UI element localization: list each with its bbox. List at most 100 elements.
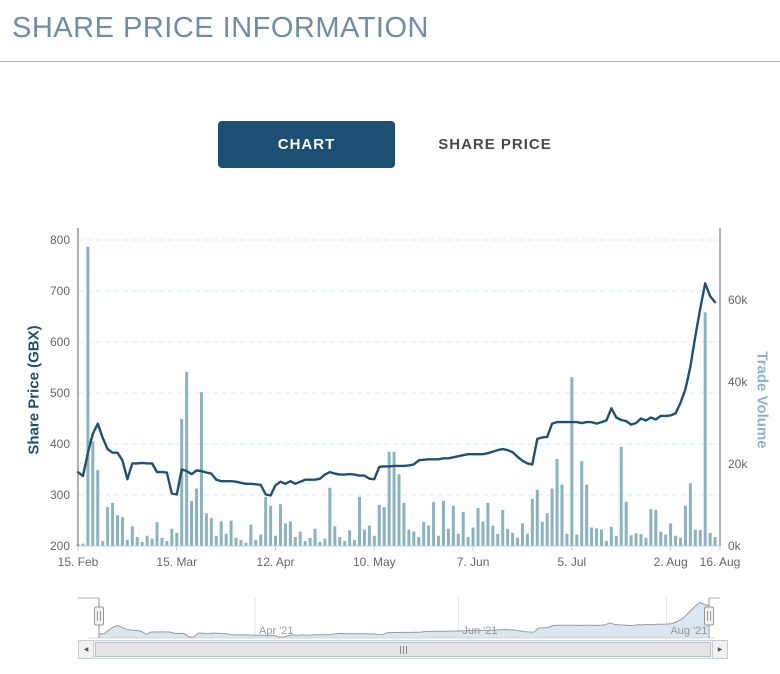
volume-bar: [91, 441, 95, 546]
volume-bar: [599, 529, 603, 546]
volume-bar: [713, 536, 717, 546]
volume-bar: [595, 528, 599, 546]
tab-share-price-label: SHARE PRICE: [438, 136, 552, 153]
volume-bar: [308, 537, 312, 546]
volume-bar: [106, 507, 110, 546]
volume-bar: [86, 246, 90, 546]
volume-bar: [604, 541, 608, 546]
volume-bar: [357, 496, 361, 546]
title-divider: [0, 61, 780, 62]
right-arrow-icon: ▶: [717, 647, 723, 653]
volume-bar: [575, 534, 579, 546]
navigator-area: [99, 602, 709, 638]
volume-bar: [145, 535, 149, 546]
volume-bar: [402, 502, 406, 546]
navigator-handle-right[interactable]: [704, 598, 714, 638]
scrollbar-left-button[interactable]: ◀: [78, 640, 94, 659]
navigator-handle-left[interactable]: [94, 598, 104, 638]
volume-bar: [224, 533, 228, 546]
volume-bar: [244, 542, 248, 546]
volume-bar: [81, 543, 85, 546]
volume-bar: [698, 530, 702, 546]
volume-bar: [565, 533, 569, 546]
volume-bar: [506, 528, 510, 546]
volume-bar: [407, 529, 411, 546]
volume-bar: [96, 470, 100, 546]
volume-bar: [491, 525, 495, 546]
volume-bar: [456, 533, 460, 546]
volume-bar: [254, 539, 258, 546]
volume-bar: [328, 487, 332, 546]
volume-bar: [180, 418, 184, 546]
price-tick-label: 200: [50, 539, 70, 553]
volume-bar: [422, 521, 426, 546]
volume-bar: [525, 533, 529, 546]
volume-bar: [683, 505, 687, 546]
price-tick-label: 500: [50, 386, 70, 400]
volume-bar: [466, 536, 470, 546]
x-tick-label: 10. May: [353, 555, 396, 569]
volume-bar: [348, 530, 352, 546]
volume-bar: [323, 538, 327, 546]
price-tick-label: 800: [50, 233, 70, 247]
volume-bar: [659, 531, 663, 546]
volume-bar: [708, 532, 712, 546]
tab-share-price[interactable]: SHARE PRICE: [420, 121, 570, 168]
volume-bar: [481, 521, 485, 546]
left-arrow-icon: ◀: [83, 647, 89, 653]
navigator-month-label: Jun '21: [462, 625, 497, 637]
volume-bar: [619, 446, 623, 546]
volume-bar: [387, 451, 391, 546]
scrollbar-right-button[interactable]: ▶: [712, 640, 728, 659]
x-tick-label: 12. Apr: [257, 555, 295, 569]
volume-bar: [397, 474, 401, 546]
volume-bar: [516, 537, 520, 546]
volume-bar: [219, 521, 223, 546]
volume-bar: [441, 500, 445, 546]
volume-bar: [437, 535, 441, 546]
volume-bar: [446, 528, 450, 546]
volume-tick-label: 20k: [728, 457, 748, 471]
volume-bar: [288, 521, 292, 546]
volume-bar: [688, 483, 692, 546]
volume-bar: [678, 537, 682, 546]
volume-bar: [614, 535, 618, 546]
volume-tick-label: 60k: [728, 293, 748, 307]
tab-chart[interactable]: CHART: [218, 121, 395, 168]
volume-bar: [303, 541, 307, 546]
volume-bar: [343, 541, 347, 546]
volume-bar: [555, 459, 559, 546]
volume-bar: [130, 526, 134, 546]
scrollbar-track[interactable]: [94, 640, 712, 659]
volume-bar: [609, 526, 613, 546]
volume-bar: [639, 534, 643, 546]
volume-bar: [461, 511, 465, 546]
chart-plot-area[interactable]: [78, 228, 720, 546]
volume-bar: [367, 525, 371, 546]
price-line: [76, 282, 717, 497]
volume-bar: [333, 526, 337, 546]
volume-bar: [629, 535, 633, 546]
volume-bar: [520, 523, 524, 546]
volume-bar: [338, 536, 342, 546]
volume-bar: [540, 521, 544, 546]
volume-bar: [111, 502, 115, 546]
volume-bar: [624, 501, 628, 546]
volume-bar: [496, 533, 500, 546]
x-tick-label: 15. Mar: [156, 555, 197, 569]
volume-bar: [703, 312, 707, 546]
volume-bar: [155, 522, 159, 546]
volume-bar: [451, 505, 455, 546]
volume-bar: [471, 527, 475, 546]
volume-bar: [298, 531, 302, 546]
volume-bar: [654, 509, 658, 546]
price-tick-label: 600: [50, 335, 70, 349]
volume-bar: [185, 371, 189, 546]
volume-bar: [313, 528, 317, 546]
volume-bar: [269, 505, 273, 546]
scrollbar-thumb[interactable]: [95, 642, 711, 657]
volume-bar: [545, 513, 549, 546]
volume-bar: [585, 484, 589, 546]
volume-bar: [511, 532, 515, 546]
